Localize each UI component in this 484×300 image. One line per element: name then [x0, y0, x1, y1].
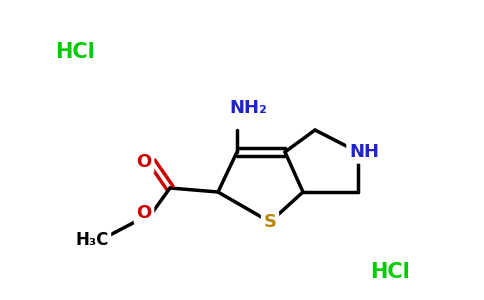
- Text: NH₂: NH₂: [229, 99, 267, 117]
- Text: O: O: [136, 153, 151, 171]
- Text: HCl: HCl: [370, 262, 410, 282]
- Text: O: O: [136, 204, 151, 222]
- Text: NH: NH: [349, 143, 379, 161]
- Text: HCl: HCl: [55, 42, 95, 62]
- Text: H₃C: H₃C: [76, 231, 109, 249]
- Text: S: S: [263, 213, 276, 231]
